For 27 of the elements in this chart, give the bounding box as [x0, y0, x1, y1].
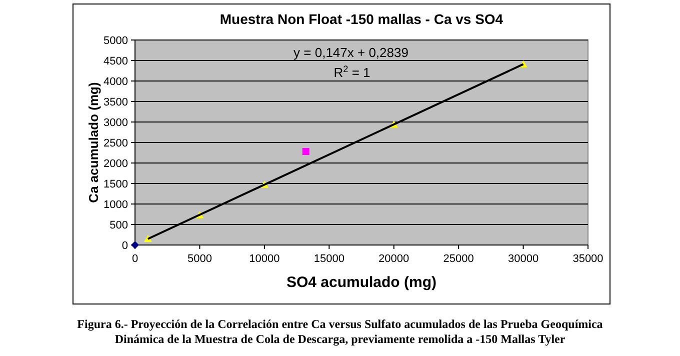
x-tick-label: 15000: [314, 253, 344, 265]
y-tick-label: 2500: [104, 138, 128, 150]
chart-title: Muestra Non Float -150 mallas - Ca vs SO4: [220, 11, 504, 27]
y-tick-label: 2000: [104, 158, 128, 170]
text: Figura 6.- Proyección de la Correlación entre Ca versus Sulfato acumulados de las Prueba Geoquímica: [77, 317, 603, 331]
y-tick-label: 3500: [104, 96, 128, 108]
y-tick-label: 5000: [104, 35, 128, 47]
text: Dinámica de la Muestra de Cola de Descarga, previamente remolida a -150 Mallas Tyler: [114, 332, 566, 346]
point: [302, 148, 310, 156]
x-tick-label: 35000: [572, 253, 604, 265]
y-axis-title: Ca acumulado (mg): [86, 82, 101, 203]
x-tick-label: 0: [132, 253, 138, 265]
y-tick-label: 500: [110, 220, 128, 232]
x-axis-title: SO4 acumulado (mg): [286, 274, 437, 291]
x-tick-label: 20000: [378, 253, 410, 265]
y-tick-label: 1500: [104, 178, 128, 190]
x-tick-label: 30000: [508, 253, 539, 265]
y-tick-label: 3000: [104, 117, 128, 129]
y-tick-label: 4500: [104, 56, 128, 68]
annotation: R$^{2}$ = 1: [334, 64, 370, 80]
x-tick-label: 25000: [443, 253, 474, 265]
annotation: y = 0,147x + 0,2839: [294, 45, 408, 60]
y-tick-label: 4000: [104, 76, 128, 88]
y-tick-label: 0: [122, 240, 128, 252]
x-tick-label: 10000: [249, 253, 280, 265]
x-tick-label: 5000: [187, 253, 212, 265]
y-tick-label: 1000: [104, 199, 128, 211]
